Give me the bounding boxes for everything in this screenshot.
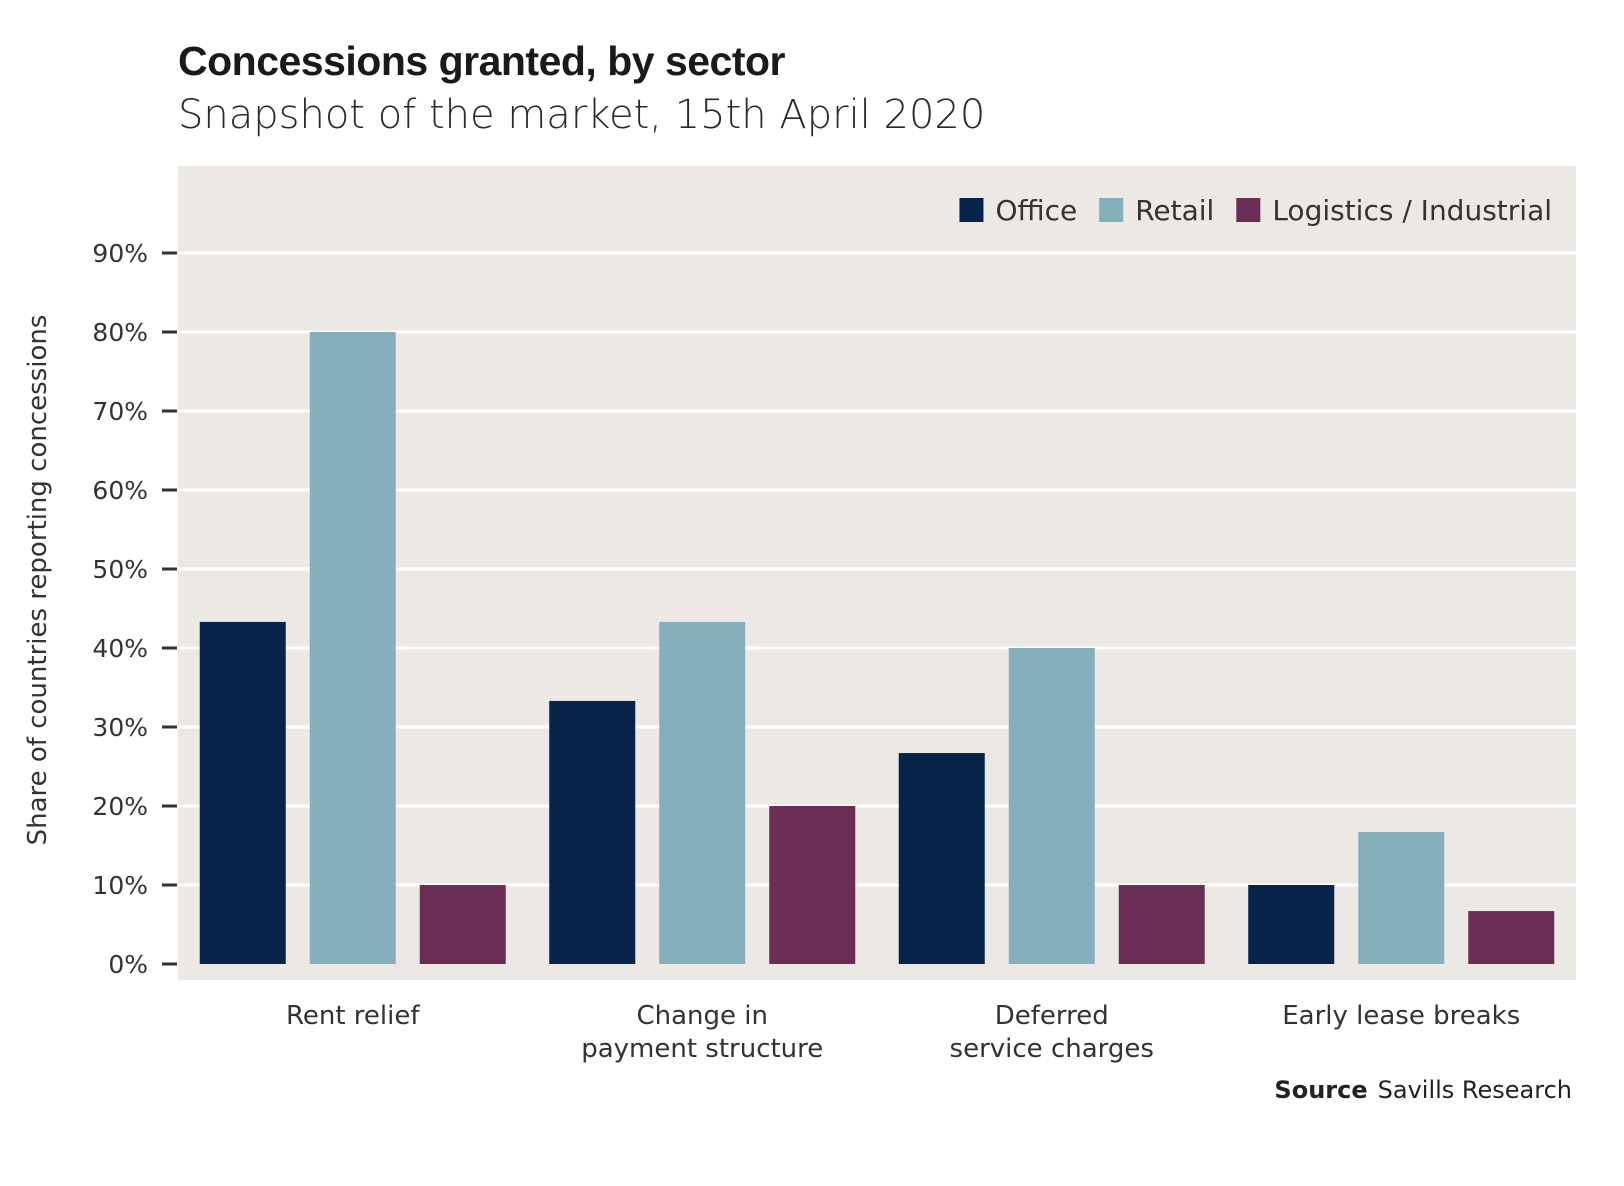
x-axis: Rent relief Change in payment structure Def… [286,1001,1520,1064]
y-tick-label: 10% [92,871,148,900]
source-note: Source Savills Research [1274,1076,1572,1104]
legend-swatch [1236,198,1261,222]
x-category-label-line: Rent relief [286,1001,420,1031]
y-tick-label: 40% [92,634,148,663]
chart-subtitle: Snapshot of the market, 15th April 2020 [178,92,986,138]
x-category-label-line: Change in [636,1001,768,1031]
bar-office [898,753,985,964]
y-axis-title: Share of countries reporting concessions [23,315,53,846]
legend-label: Retail [1135,194,1214,227]
x-category-label-line: Early lease breaks [1282,1001,1520,1031]
x-category-label-line: Deferred [995,1001,1109,1031]
y-axis: 0% 10% 20% 30% 40% 50% 60% 70% 80% 90% [92,239,177,979]
x-category-label-line: payment structure [581,1034,823,1064]
legend-label: Office [995,194,1077,227]
plot-background [178,166,1576,980]
legend-swatch [1099,198,1124,222]
y-tick-label: 70% [92,397,148,426]
y-tick-label: 50% [92,555,148,584]
source-label: Source [1274,1076,1368,1104]
bar-logistics-industrial [1118,885,1205,964]
bar-retail [1358,832,1445,964]
y-tick-label: 30% [92,713,148,742]
bar-office [199,621,286,964]
bar-office [1248,885,1335,964]
x-category-label: Rent relief [286,1001,420,1031]
bar-retail [1008,648,1095,964]
x-category-label: Change in payment structure [581,1001,823,1064]
y-tick-label: 60% [92,476,148,505]
bar-retail [659,621,746,964]
legend: Office Retail Logistics / Industrial [959,194,1552,227]
x-category-label-line: service charges [950,1034,1154,1064]
bar-retail [309,332,396,964]
bars [199,332,1555,964]
gridlines [178,251,1576,887]
y-tick-label: 20% [92,792,148,821]
y-tick-label: 80% [92,318,148,347]
bar-logistics-industrial [769,806,856,964]
chart-title: Concessions granted, by sector [178,38,786,84]
legend-label: Logistics / Industrial [1272,194,1552,227]
x-category-label: Early lease breaks [1282,1001,1520,1031]
x-category-label: Deferred service charges [950,1001,1154,1064]
bar-logistics-industrial [1468,911,1555,964]
source-text: Savills Research [1377,1076,1572,1104]
y-tick-label: 90% [92,239,148,268]
legend-swatch [959,198,984,222]
bar-office [549,700,636,964]
bar-logistics-industrial [419,885,506,964]
y-tick-label: 0% [108,950,148,979]
